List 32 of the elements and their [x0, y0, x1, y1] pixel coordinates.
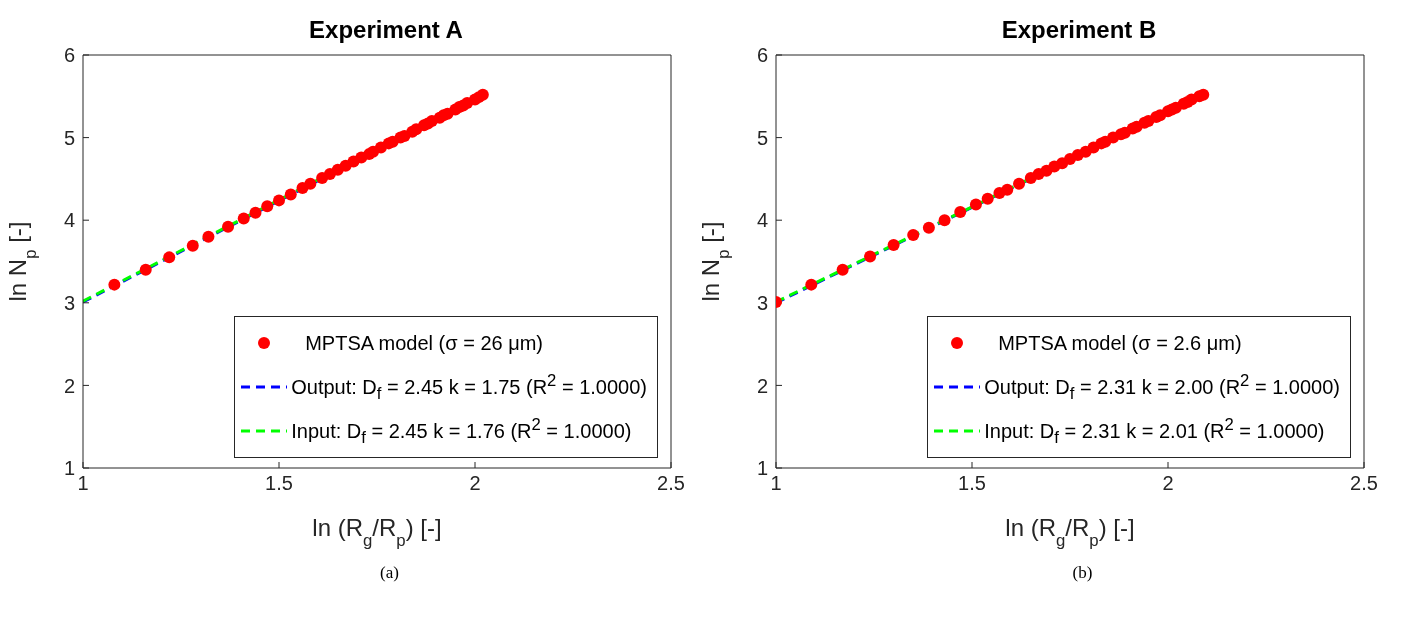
x-axis-title: ln (R$_{g}$/R$_{p}$) [-] [1005, 514, 1135, 550]
x-tick-label: 2 [1162, 472, 1174, 495]
y-tick-label: 4 [63, 209, 75, 232]
y-tick-label: 2 [756, 374, 768, 397]
chart-title: Experiment B [1001, 16, 1157, 43]
x-tick-label: 1.5 [265, 472, 293, 495]
y-tick-label: 6 [756, 44, 768, 67]
y-tick-label: 2 [63, 374, 75, 397]
x-tick-label: 1 [77, 472, 89, 495]
x-tick-label: 1.5 [958, 472, 986, 495]
legend-label: Input: D$_{f}$ = 2.31 k = 2.01 (R$^{2}$ = 1.0000) [984, 414, 1325, 448]
y-tick-label: 4 [756, 209, 768, 232]
legend-label: MPTSA model (σ = 26 μm) [305, 331, 544, 355]
x-tick-label: 2.5 [1350, 472, 1378, 495]
legend-label: MPTSA model (σ = 2.6 μm) [998, 331, 1242, 355]
x-tick-label: 1 [770, 472, 782, 495]
legend-label: Input: D$_{f}$ = 2.45 k = 1.76 (R$^{2}$ = 1.0000) [291, 414, 632, 448]
y-tick-label: 5 [63, 126, 75, 149]
x-tick-label: 2.5 [657, 472, 685, 495]
y-tick-label: 3 [756, 291, 768, 314]
y-tick-label: 1 [756, 457, 768, 480]
y-tick-label: 1 [63, 457, 75, 480]
x-axis-title: ln (R$_{g}$/R$_{p}$) [-] [312, 514, 442, 550]
chart-title: Experiment A [309, 16, 463, 43]
legend-label: Output: D$_{f}$ = 2.31 k = 2.00 (R$^{2}$ = 1.0000) [984, 370, 1340, 404]
y-tick-label: 3 [63, 291, 75, 314]
legend-label: Output: D$_{f}$ = 2.45 k = 1.75 (R$^{2}$ = 1.0000) [291, 370, 647, 404]
x-tick-label: 2 [469, 472, 481, 495]
text: (b) [1071, 562, 1094, 583]
text: (a) [379, 562, 400, 583]
y-tick-label: 6 [63, 44, 75, 67]
y-tick-label: 5 [756, 126, 768, 149]
